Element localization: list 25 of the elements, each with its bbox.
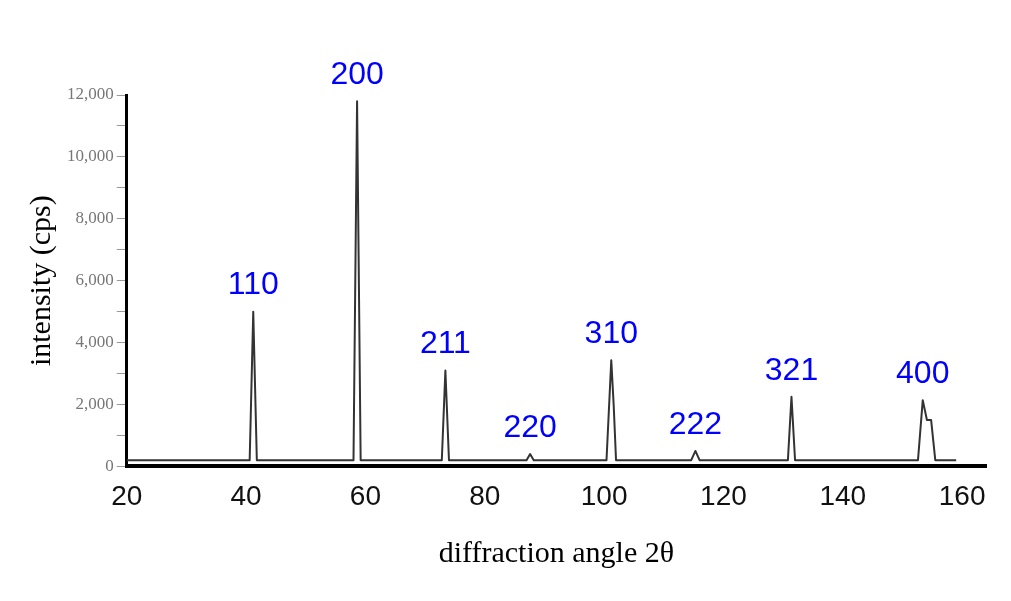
x-tick-label: 80 [469,479,501,511]
annotation: 200 [330,55,384,92]
y-axis-title: intensity (cps) [22,195,57,367]
x-tick-label: 120 [700,479,747,511]
x-tick-label: 100 [580,479,628,511]
x-tick-label: 40 [230,479,262,511]
annotation: 220 [503,407,557,444]
y-tick-label: 4,000 [75,332,114,352]
annotation: 222 [668,404,723,441]
x-tick-label: 140 [819,479,867,511]
y-tick-label: 12,000 [67,84,114,104]
y-tick-label: 6,000 [75,270,114,290]
y-tick-label: 0 [105,455,114,475]
x-tick-label: 20 [111,479,143,511]
annotation: 110 [227,265,279,302]
x-axis-title: diffraction angle 2θ [438,534,675,568]
x-tick-label: 60 [349,479,382,511]
annotation: 310 [584,314,638,351]
y-tick-label: 2,000 [75,393,114,413]
annotation: 211 [419,324,471,361]
y-tick-label: 8,000 [75,208,114,228]
y-tick-label: 10,000 [67,146,114,166]
annotation: 400 [896,354,950,390]
annotation: 321 [764,350,819,387]
x-tick-label: 160 [938,479,986,511]
